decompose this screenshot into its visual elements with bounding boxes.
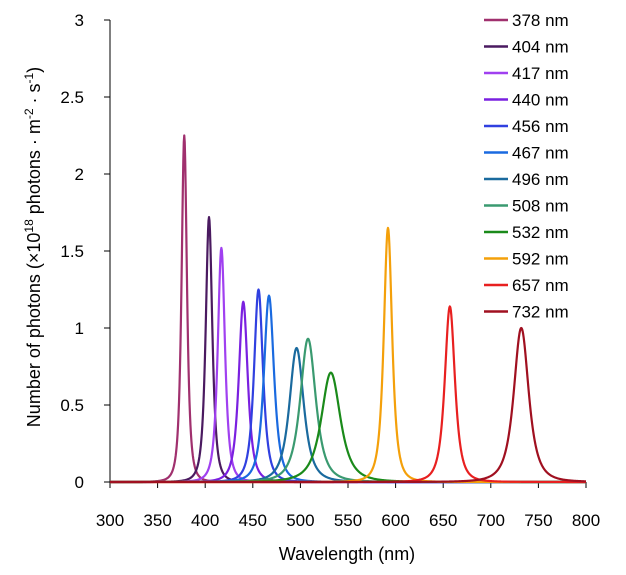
y-tick-label: 0	[75, 473, 84, 492]
legend-label: 732 nm	[512, 303, 569, 322]
x-axis-title: Wavelength (nm)	[279, 544, 415, 564]
legend-label: 417 nm	[512, 64, 569, 83]
y-title-exponent-1: 18	[22, 219, 36, 233]
y-tick-label: 0.5	[60, 396, 84, 415]
legend-label: 508 nm	[512, 197, 569, 216]
legend-label: 657 nm	[512, 276, 569, 295]
legend: 378 nm 404 nm 417 nm 440 nm 456 nm 467 nm 496 …	[484, 11, 569, 322]
x-tick-label: 450	[239, 511, 267, 530]
legend-label: 440 nm	[512, 91, 569, 110]
y-tick-label: 2.5	[60, 88, 84, 107]
legend-label: 404 nm	[512, 38, 569, 57]
series-group	[109, 134, 587, 484]
y-title-part-middle: photons · m	[24, 119, 44, 219]
x-tick-label: 350	[143, 511, 171, 530]
y-title-part-after: )	[24, 67, 44, 73]
y-title-part-before: Number of photons (×10	[24, 233, 44, 428]
legend-label: 456 nm	[512, 117, 569, 136]
y-title-exponent-3: -1	[22, 72, 36, 83]
y-title-part-middle2: · s	[24, 83, 44, 108]
legend-label: 532 nm	[512, 223, 569, 242]
y-axis-title: Number of photons (×1018 photons · m-2 ·…	[22, 67, 44, 427]
series-line	[109, 346, 587, 484]
x-tick-label: 550	[334, 511, 362, 530]
y-tick-label: 1	[75, 319, 84, 338]
x-tick-label: 600	[381, 511, 409, 530]
x-tick-label: 650	[429, 511, 457, 530]
series-line	[109, 337, 587, 484]
legend-label: 496 nm	[512, 170, 569, 189]
legend-label: 378 nm	[512, 11, 569, 30]
legend-label: 467 nm	[512, 144, 569, 163]
y-axis: 0 0.5 1 1.5 2 2.5 3	[60, 11, 111, 492]
x-tick-label: 300	[96, 511, 124, 530]
x-tick-label: 800	[572, 511, 600, 530]
x-tick-label: 700	[477, 511, 505, 530]
legend-label: 592 nm	[512, 250, 569, 269]
y-tick-label: 2	[75, 165, 84, 184]
x-tick-label: 400	[191, 511, 219, 530]
x-tick-label: 500	[286, 511, 314, 530]
y-tick-label: 1.5	[60, 242, 84, 261]
y-tick-label: 3	[75, 11, 84, 30]
x-axis: 300 350 400 450 500 550 600 650 700 750 800	[96, 481, 600, 530]
series-line	[109, 326, 587, 484]
x-tick-label: 750	[524, 511, 552, 530]
y-title-exponent-2: -2	[22, 108, 36, 119]
